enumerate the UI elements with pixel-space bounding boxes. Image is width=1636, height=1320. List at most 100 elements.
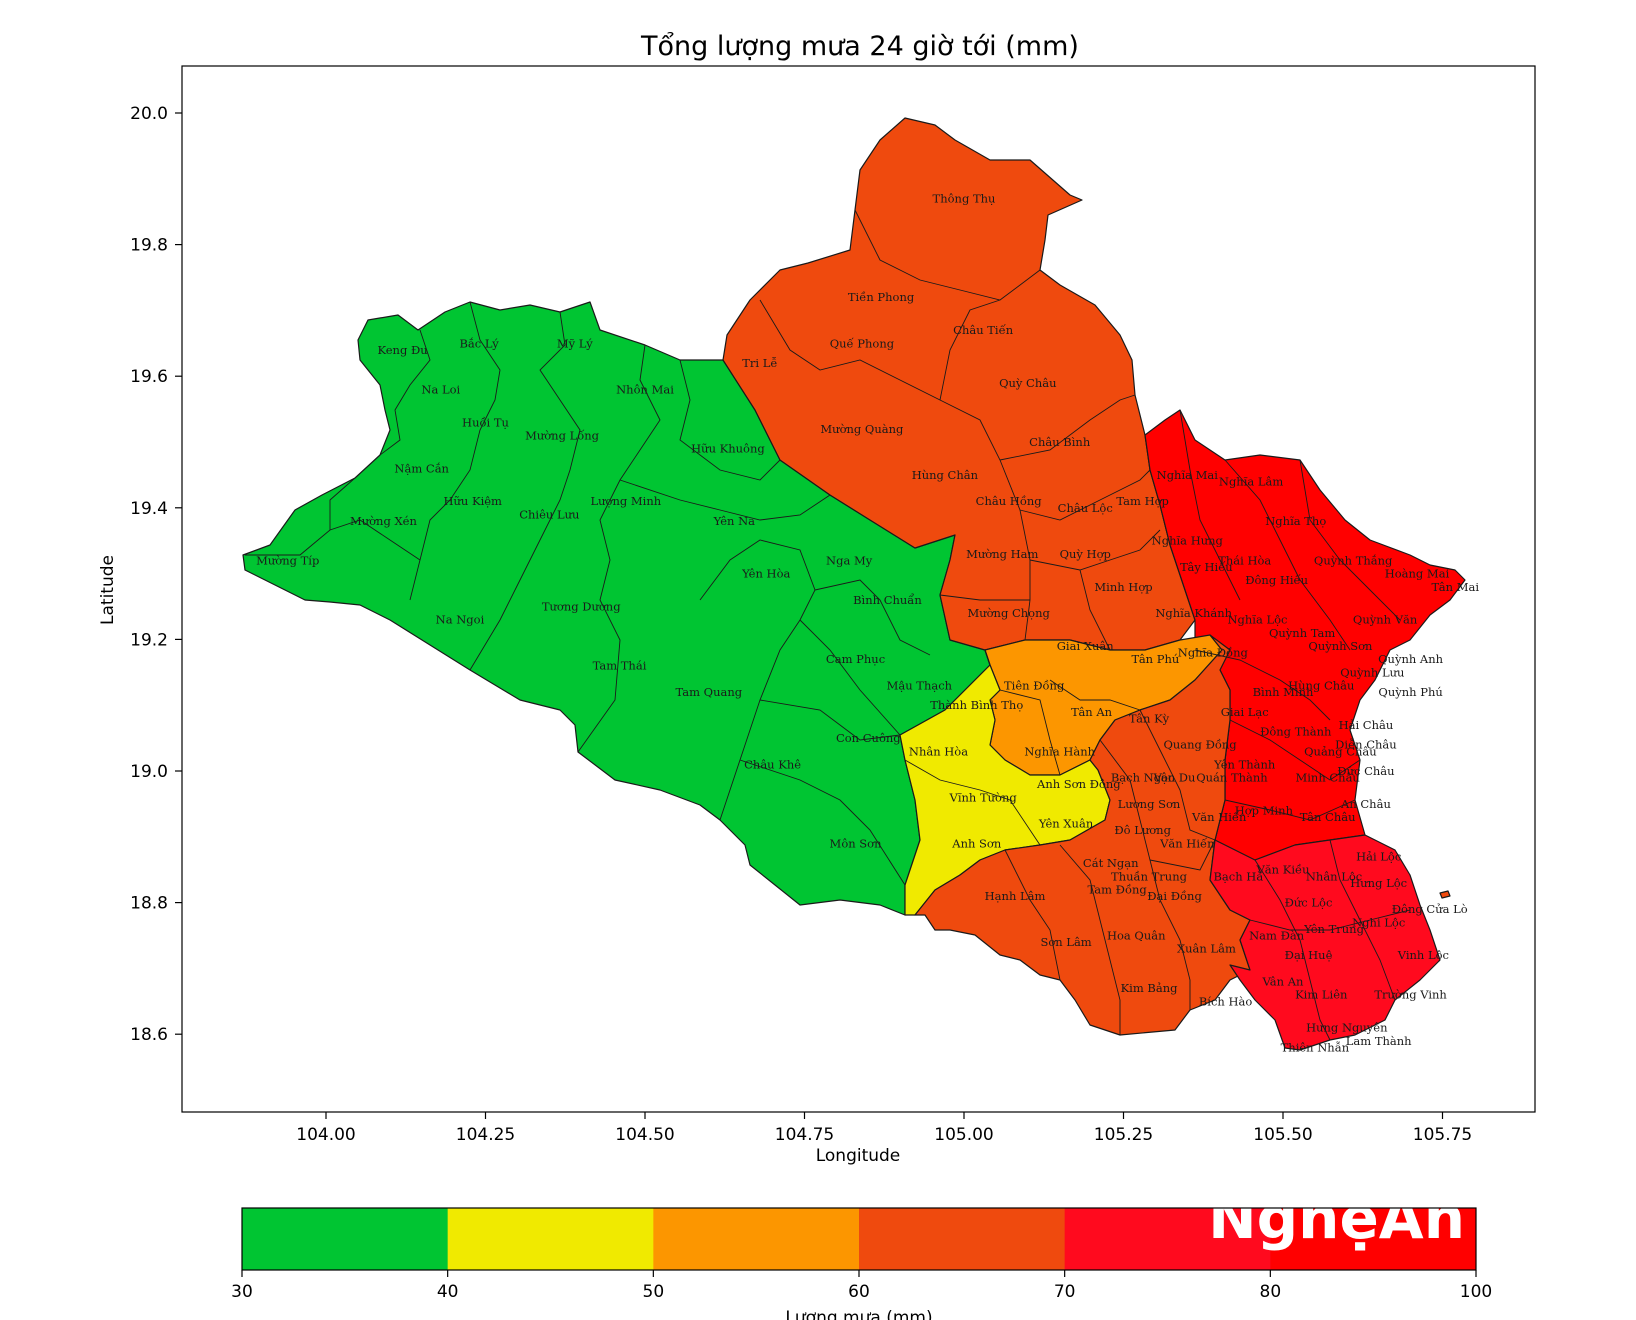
y-tick-label: 18.8 [130, 894, 168, 914]
place-label: Hưng Lộc [1350, 876, 1407, 890]
colorbar-label: Lượng mưa (mm) [785, 1308, 932, 1320]
place-label: Bắc Lý [459, 336, 499, 350]
place-label: Nghĩa Đồng [1178, 646, 1249, 660]
place-label: Hoa Quân [1107, 929, 1166, 943]
place-label: Đại Huệ [1285, 948, 1333, 962]
place-label: Nghĩa Hành [1024, 744, 1095, 758]
y-axis-label: Latitude [98, 555, 118, 625]
y-tick-label: 19.8 [130, 236, 168, 256]
place-label: Yên Na [713, 514, 756, 528]
place-label: Mường Xén [350, 514, 418, 528]
place-label: Châu Hồng [976, 494, 1043, 508]
place-label: Đức Châu [1337, 764, 1394, 778]
place-label: Thông Thụ [933, 192, 996, 206]
place-label: Vinh Lộc [1397, 948, 1449, 962]
place-label: Bình Chuẩn [853, 593, 922, 607]
colorbar-bin [859, 1208, 1066, 1270]
colorbar-bin [653, 1208, 860, 1270]
colorbar [242, 1208, 1477, 1270]
place-label: Hải Châu [1339, 718, 1394, 732]
y-axis-ticks: 20.0 19.8 19.6 19.4 19.2 19.0 18.8 18.6 [130, 104, 182, 1045]
x-axis-ticks: 104.00 104.25 104.50 104.75 105.00 105.25 105.… [296, 1112, 1472, 1145]
region-darkorange-north [722, 117, 1196, 651]
place-label: Quỳnh Lưu [1340, 665, 1404, 679]
watermark: NghệAn [1208, 1184, 1465, 1252]
place-label: Bình Minh [1253, 685, 1314, 699]
place-label: Quỳnh Sơn [1308, 639, 1373, 653]
place-label: Nghĩa Thọ [1265, 514, 1326, 528]
place-label: Châu Tiến [953, 323, 1014, 337]
place-label: Mường Típ [256, 553, 319, 567]
x-tick-label: 104.50 [615, 1125, 674, 1145]
place-label: Nhôn Mai [616, 382, 674, 396]
place-label: Keng Đu [377, 343, 427, 357]
islet [1439, 890, 1451, 899]
place-label: Mậu Thạch [887, 678, 953, 692]
place-label: Thái Hòa [1218, 553, 1271, 567]
colorbar-tick-label: 80 [1260, 1282, 1282, 1302]
place-label: Bạch Ngọc [1111, 771, 1175, 785]
place-label: Hùng Chân [912, 468, 979, 482]
place-label: Đô Lương [1114, 823, 1171, 837]
y-tick-label: 19.4 [130, 499, 168, 519]
place-label: Nghi Lộc [1352, 915, 1405, 929]
y-tick-label: 19.6 [130, 367, 168, 387]
place-label: Hùng Châu [1288, 678, 1354, 692]
place-label: Vân An [1262, 975, 1304, 989]
place-label: Bạch Hà [1213, 869, 1263, 883]
colorbar-tick-label: 50 [643, 1282, 665, 1302]
place-label: Hoàng Mai [1385, 567, 1450, 581]
place-label: Lương Sơn [1118, 797, 1181, 811]
place-label: Tiền Phong [848, 290, 915, 304]
colorbar-bin [1270, 1208, 1477, 1270]
place-label: Quán Thành [1196, 771, 1268, 785]
place-label: Yên Trung [1303, 922, 1364, 936]
place-label: Minh Hợp [1094, 580, 1152, 594]
place-label: Môn Sơn [830, 836, 883, 850]
place-label: Đại Đồng [1147, 889, 1202, 903]
place-label: Xuân Lâm [1177, 942, 1236, 956]
place-label: Nhân Lộc [1306, 869, 1362, 883]
place-label: Kim Liên [1295, 988, 1348, 1002]
place-label: Cát Ngạn [1083, 856, 1139, 870]
place-label: Tam Thái [593, 659, 647, 673]
place-label: Yên Thành [1213, 757, 1276, 771]
y-tick-label: 18.6 [130, 1025, 168, 1045]
chart-title: Tổng lượng mưa 24 giờ tới (mm) [640, 31, 1079, 62]
place-label: Tây Hiếu [1180, 560, 1233, 574]
place-label: Tân Mai [1431, 580, 1479, 594]
colorbar-bin [447, 1208, 654, 1270]
y-tick-label: 19.0 [130, 762, 168, 782]
place-label: Cam Phục [826, 652, 885, 666]
place-label: Bích Hào [1199, 994, 1253, 1008]
place-label: Quỳnh Văn [1353, 613, 1418, 627]
place-label: Anh Sơn [951, 836, 1002, 850]
place-label: Huồi Tụ [462, 415, 509, 429]
colorbar-tick-label: 100 [1460, 1282, 1492, 1302]
place-label: Nghĩa Hưng [1152, 534, 1224, 548]
place-label: Châu Lộc [1058, 501, 1113, 515]
colorbar-tick-label: 70 [1054, 1282, 1076, 1302]
place-label: Nhân Hòa [909, 744, 968, 758]
place-label: An Châu [1340, 797, 1391, 811]
place-label: Nghĩa Mai [1157, 468, 1219, 482]
region-green-west [242, 301, 991, 916]
place-label: Tam Hợp [1116, 494, 1169, 508]
place-label: Quỳnh Thắng [1314, 553, 1393, 567]
map-regions: Thông Thụ Tiền Phong Châu Tiến Quế Phong Tri… [242, 117, 1479, 1054]
x-tick-label: 105.00 [934, 1125, 993, 1145]
place-label: Mường Lống [525, 428, 600, 442]
place-label: Đông Thành [1260, 725, 1332, 739]
place-label: Yên Xuân [1038, 817, 1094, 831]
x-tick-label: 104.75 [775, 1125, 834, 1145]
place-label: Nga My [826, 553, 873, 567]
y-tick-label: 20.0 [130, 104, 168, 124]
place-label: Minh Châu [1295, 771, 1359, 785]
place-label: Na Ngoi [436, 613, 485, 627]
place-label: Thiên Nhẫn [1281, 1040, 1350, 1054]
place-label: Con Cuông [836, 731, 901, 745]
place-label: Thuần Trung [1111, 869, 1188, 883]
place-label: Mường Ham [966, 547, 1038, 561]
commune-boundaries [245, 209, 1411, 1041]
